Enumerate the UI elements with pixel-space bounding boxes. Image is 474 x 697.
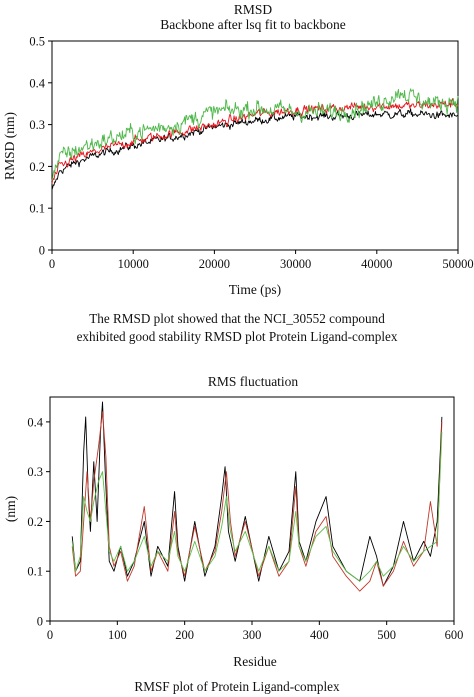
rmsf-series-line-3 <box>71 431 443 582</box>
rmsd-series-line-3 <box>51 88 459 181</box>
rmsd-x-tick-label: 0 <box>49 257 55 271</box>
rmsf-chart-title: RMS fluctuation <box>208 374 299 389</box>
rmsf-series-group <box>71 401 443 592</box>
rmsd-caption-line-1: The RMSD plot showed that the NCI_30552 … <box>89 311 385 326</box>
rmsd-x-ticks: 0 10000 20000 30000 40000 50000 <box>49 250 474 271</box>
rmsd-chart-subtitle: Backbone after lsq fit to backbone <box>160 17 346 32</box>
rmsf-x-ticks: 0 100 200 300 400 500 600 <box>47 621 464 642</box>
rmsd-y-tick-label: 0.5 <box>29 35 45 49</box>
rmsd-plot-frame <box>51 40 459 251</box>
rmsf-x-tick-label: 100 <box>108 628 127 642</box>
rmsf-x-tick-label: 0 <box>47 628 53 642</box>
rmsf-x-tick-label: 300 <box>243 628 262 642</box>
rmsf-y-tick-label: 0 <box>37 615 43 629</box>
rmsf-y-ticks: 0 0.1 0.2 0.3 0.4 <box>27 415 50 629</box>
rmsd-x-tick-label: 30000 <box>280 257 311 271</box>
rmsd-chart: RMSD Backbone after lsq fit to backbone … <box>2 2 474 297</box>
rmsf-y-tick-label: 0.1 <box>27 565 43 579</box>
rmsd-series-line-2 <box>51 98 459 184</box>
rmsd-series-line-1 <box>51 108 459 190</box>
rmsf-x-tick-label: 200 <box>175 628 194 642</box>
rmsd-y-tick-label: 0.2 <box>29 160 45 174</box>
rmsf-y-axis-label: (nm) <box>3 496 18 522</box>
rmsf-x-tick-label: 400 <box>310 628 329 642</box>
rmsf-plot-frame <box>49 396 455 622</box>
rmsd-x-tick-label: 40000 <box>361 257 392 271</box>
rmsf-y-tick-label: 0.2 <box>27 515 43 529</box>
rmsd-y-ticks: 0 0.1 0.2 0.3 0.4 0.5 <box>29 35 52 258</box>
rmsf-x-tick-label: 600 <box>445 628 464 642</box>
rmsd-x-tick-label: 50000 <box>442 257 473 271</box>
rmsd-y-tick-label: 0.3 <box>29 118 45 132</box>
rmsd-series-group <box>51 88 459 190</box>
rmsf-caption: RMSF plot of Protein Ligand-complex <box>134 679 340 694</box>
rmsf-chart: RMS fluctuation 0 100 200 300 400 500 600 0 0.1… <box>3 374 463 669</box>
rmsd-x-tick-label: 10000 <box>118 257 149 271</box>
rmsf-series-line-1 <box>71 401 443 587</box>
rmsd-y-axis-label: RMSD (nm) <box>2 112 17 180</box>
rmsd-caption-line-2: exhibited good stability RMSD plot Prote… <box>76 329 398 344</box>
rmsd-y-tick-label: 0.4 <box>29 76 45 90</box>
rmsf-x-tick-label: 500 <box>377 628 396 642</box>
rmsd-y-tick-label: 0.1 <box>29 202 45 216</box>
rmsf-y-tick-label: 0.4 <box>27 415 43 429</box>
rmsd-chart-title: RMSD <box>234 2 273 17</box>
rmsf-series-line-2 <box>71 411 443 592</box>
rmsf-x-axis-label: Residue <box>233 654 277 669</box>
rmsd-x-tick-label: 20000 <box>199 257 230 271</box>
rmsd-y-tick-label: 0 <box>39 244 45 258</box>
rmsd-x-axis-label: Time (ps) <box>229 282 281 297</box>
rmsf-y-tick-label: 0.3 <box>27 465 43 479</box>
